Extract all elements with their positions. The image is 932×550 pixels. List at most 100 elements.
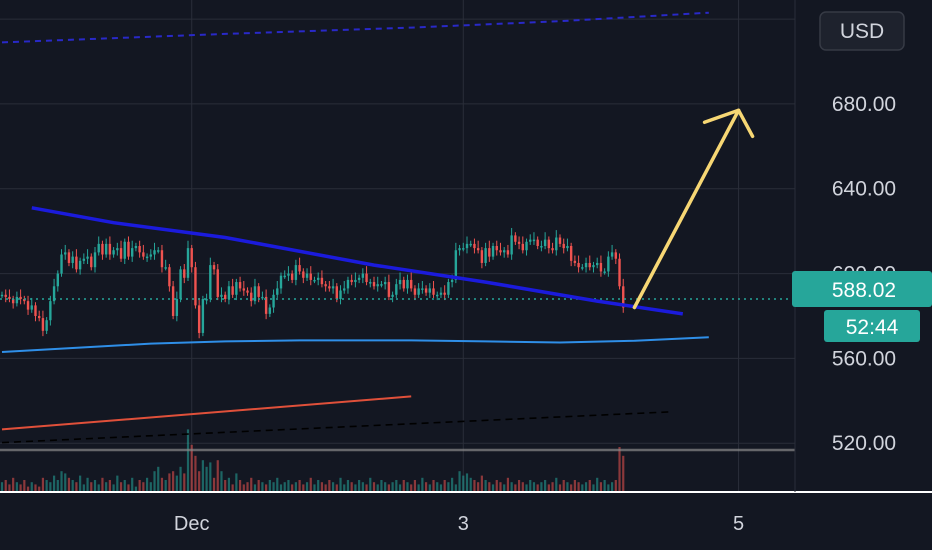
candle-body <box>346 279 350 289</box>
volume-bar <box>209 462 212 491</box>
candle-body <box>484 248 487 263</box>
volume-bar <box>447 482 450 491</box>
volume-bar <box>231 484 234 491</box>
volume-bar <box>179 466 182 491</box>
volume-bar <box>443 480 446 491</box>
candle-body <box>131 248 134 257</box>
candle-body <box>78 260 82 270</box>
volume-bar <box>469 477 472 491</box>
volume-bar <box>238 480 242 491</box>
volume-bar <box>283 482 286 491</box>
candle-body <box>49 301 52 321</box>
candle-body <box>573 260 577 263</box>
candle-body <box>15 296 19 304</box>
volume-bar <box>313 484 316 491</box>
candle-body <box>562 243 565 249</box>
volume-bar <box>417 484 420 491</box>
candle-body <box>11 299 15 304</box>
channel-line <box>1 11 709 44</box>
volume-bar <box>201 460 204 491</box>
volume-bar <box>339 477 342 491</box>
volume-bar <box>343 484 346 491</box>
volume-bar <box>183 473 186 491</box>
candle-body <box>558 237 562 244</box>
volume-bar <box>172 471 175 491</box>
candle-body <box>75 256 78 270</box>
time-axis[interactable]: Dec 3 5 <box>174 513 744 535</box>
volume-bar <box>324 484 327 491</box>
candle-body <box>190 248 193 268</box>
candle-body <box>350 279 353 283</box>
volume-bar <box>536 484 539 491</box>
candle-body <box>410 279 413 289</box>
volume-bar <box>212 477 216 491</box>
volume-bar <box>614 480 617 491</box>
volume-bar <box>298 480 301 491</box>
candle-body <box>428 288 431 293</box>
candle-body <box>8 296 11 300</box>
candle-body <box>212 265 216 270</box>
candle-body <box>577 262 580 268</box>
volume-bar <box>168 473 171 491</box>
volume-bar <box>499 482 502 491</box>
candle-body <box>175 299 179 316</box>
candle-body <box>38 315 41 319</box>
volume-bar <box>15 482 18 491</box>
candle-body <box>476 248 480 251</box>
candle-body <box>473 243 476 249</box>
volume-bar <box>23 480 26 491</box>
candle-body <box>462 248 465 250</box>
volume-bar <box>272 482 275 491</box>
candle-body <box>23 299 26 302</box>
volume-bar <box>149 482 152 491</box>
volume-bar <box>376 484 379 491</box>
candle-body <box>268 307 272 314</box>
currency-button-frame[interactable] <box>819 11 905 51</box>
candle-body <box>488 248 491 257</box>
volume-bar <box>384 482 387 491</box>
volume-bar <box>205 466 208 491</box>
currency-button[interactable]: USD <box>819 11 905 51</box>
candle-body <box>60 254 63 274</box>
candle-body <box>253 286 257 302</box>
currency-button-label[interactable]: USD <box>840 20 884 43</box>
volume-bar <box>49 482 52 491</box>
volume-bar <box>372 482 376 491</box>
moving-average-line <box>1 336 709 353</box>
volume-bar <box>506 477 510 491</box>
candle-body <box>119 248 123 259</box>
volume-bar <box>52 475 56 491</box>
candle-body <box>320 277 324 285</box>
volume-bar <box>350 482 353 491</box>
candle-body <box>30 305 33 310</box>
last-price-label: 588.02 <box>832 279 896 302</box>
candle-body <box>372 282 376 287</box>
candle-body <box>45 320 48 331</box>
volume-bar <box>432 480 435 491</box>
candle-body <box>0 294 4 297</box>
candle-body <box>547 239 551 249</box>
volume-bar <box>19 484 22 491</box>
volume-bar <box>558 484 562 491</box>
candle-body <box>357 277 361 280</box>
candle-body <box>532 239 536 242</box>
volume-bar <box>175 475 178 491</box>
volume-bar <box>551 482 554 491</box>
candle-body <box>309 273 312 280</box>
candle-body <box>406 279 409 289</box>
volume-bar <box>71 480 74 491</box>
candle-body <box>86 256 89 259</box>
candle-body <box>447 282 450 295</box>
volume-bar <box>421 477 424 491</box>
volume-bar <box>268 480 271 491</box>
candle-body <box>101 243 104 255</box>
volume-bar <box>305 482 309 491</box>
volume-bar <box>581 484 584 491</box>
candle-body <box>588 262 591 268</box>
volume-bar <box>328 480 331 491</box>
volume-bar <box>525 484 528 491</box>
candle-body <box>56 273 59 287</box>
volume-bar <box>480 475 483 491</box>
candle-body <box>19 296 22 300</box>
